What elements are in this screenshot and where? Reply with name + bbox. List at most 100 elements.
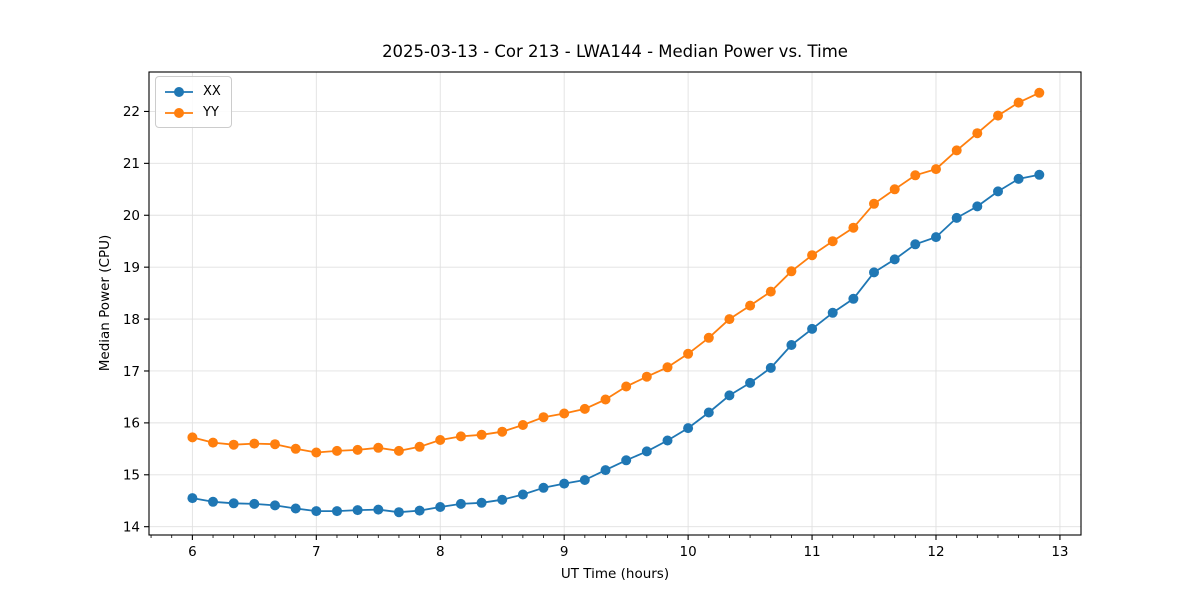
yy-marker bbox=[745, 300, 756, 311]
xx-marker bbox=[662, 435, 673, 446]
xx-marker bbox=[311, 506, 322, 517]
xx-marker bbox=[641, 446, 652, 457]
xx-marker bbox=[745, 377, 756, 388]
yy-marker bbox=[311, 447, 322, 458]
xx-marker bbox=[393, 507, 404, 518]
xx-marker bbox=[538, 482, 549, 493]
gridlines bbox=[149, 72, 1081, 535]
xx-marker bbox=[414, 505, 425, 516]
yy-marker bbox=[497, 426, 508, 437]
yy-marker bbox=[435, 435, 446, 445]
yy-marker bbox=[765, 286, 776, 297]
yy-marker bbox=[249, 438, 260, 449]
xx-marker bbox=[249, 498, 260, 509]
xx-marker bbox=[373, 504, 384, 515]
y-tick-label: 15 bbox=[123, 468, 140, 484]
xx-marker bbox=[187, 493, 198, 504]
xx-marker bbox=[290, 503, 301, 514]
series-xx bbox=[187, 169, 1045, 518]
x-tick-label: 12 bbox=[927, 544, 944, 560]
y-tick-label: 14 bbox=[123, 519, 140, 535]
xx-marker bbox=[208, 496, 218, 507]
yy-marker bbox=[290, 443, 301, 454]
x-tick-label: 7 bbox=[312, 544, 321, 560]
x-tick-label: 9 bbox=[560, 544, 569, 560]
xx-line-swatch-icon bbox=[165, 86, 193, 97]
yy-marker bbox=[579, 403, 590, 414]
yy-marker bbox=[910, 170, 921, 181]
yy-marker bbox=[786, 266, 797, 277]
plot-border bbox=[148, 71, 1082, 536]
legend-item-xx: XX bbox=[164, 81, 221, 102]
xx-marker bbox=[931, 232, 941, 243]
yy-marker bbox=[332, 445, 342, 456]
yy-marker bbox=[187, 432, 198, 443]
xx-marker bbox=[848, 293, 859, 304]
yy-marker bbox=[641, 371, 652, 382]
xx-marker bbox=[332, 506, 342, 517]
xx-marker bbox=[703, 407, 714, 418]
xx-marker bbox=[476, 497, 487, 508]
xx-marker bbox=[579, 475, 590, 485]
xx-marker bbox=[765, 362, 776, 373]
yy-marker bbox=[373, 442, 384, 453]
tick-labels: 6 7 8 9 10 11 12 13 14 15 16 17 18 19 20 21 22 bbox=[123, 104, 1069, 560]
yy-marker bbox=[993, 110, 1003, 121]
yy-marker bbox=[600, 394, 611, 405]
yy-marker bbox=[951, 145, 962, 156]
x-tick-label: 6 bbox=[188, 544, 197, 560]
y-tick-label: 18 bbox=[123, 312, 140, 328]
yy-marker bbox=[869, 198, 879, 209]
yy-marker bbox=[807, 250, 818, 261]
xx-marker bbox=[228, 498, 239, 509]
xx-marker bbox=[807, 323, 818, 334]
yy-marker bbox=[414, 441, 425, 452]
legend-label-xx: XX bbox=[203, 84, 221, 99]
xx-marker bbox=[497, 494, 508, 505]
yy-marker bbox=[517, 420, 528, 430]
series-yy bbox=[187, 87, 1045, 458]
yy-marker bbox=[662, 362, 673, 373]
yy-marker bbox=[393, 445, 404, 456]
y-axis-label: Median Power (CPU) bbox=[97, 234, 113, 372]
xx-marker bbox=[910, 239, 921, 250]
yy-marker bbox=[538, 412, 549, 423]
xx-marker bbox=[600, 465, 611, 476]
yy-marker bbox=[972, 128, 983, 139]
x-tick-label: 13 bbox=[1051, 544, 1068, 560]
xx-marker bbox=[993, 186, 1003, 197]
xx-marker bbox=[621, 455, 632, 466]
yy-marker bbox=[889, 184, 900, 195]
yy-line bbox=[191, 91, 1041, 454]
xx-marker bbox=[827, 307, 838, 318]
y-tick-label: 17 bbox=[123, 364, 140, 380]
yy-marker bbox=[559, 408, 570, 419]
yy-marker bbox=[208, 437, 218, 448]
legend-label-yy: YY bbox=[203, 105, 219, 120]
yy-marker bbox=[1034, 87, 1045, 98]
yy-marker bbox=[848, 222, 859, 233]
y-tick-label: 20 bbox=[123, 208, 140, 224]
yy-marker bbox=[931, 164, 941, 175]
axis-ticks bbox=[144, 110, 1061, 540]
x-tick-label: 10 bbox=[680, 544, 697, 560]
legend: XX YY bbox=[155, 76, 232, 128]
xx-marker bbox=[517, 489, 528, 500]
x-tick-label: 11 bbox=[803, 544, 820, 560]
y-tick-label: 16 bbox=[123, 416, 140, 432]
xx-marker bbox=[1013, 173, 1024, 184]
xx-marker bbox=[786, 340, 797, 350]
yy-marker bbox=[228, 439, 239, 450]
xx-marker bbox=[951, 212, 962, 223]
xx-marker bbox=[869, 267, 879, 278]
x-tick-label: 8 bbox=[436, 544, 445, 560]
yy-marker bbox=[827, 236, 838, 247]
xx-marker bbox=[352, 505, 363, 516]
xx-marker bbox=[724, 390, 735, 401]
xx-marker bbox=[683, 423, 694, 434]
legend-item-yy: YY bbox=[164, 102, 221, 123]
yy-marker bbox=[703, 332, 714, 343]
y-tick-label: 21 bbox=[123, 156, 140, 172]
